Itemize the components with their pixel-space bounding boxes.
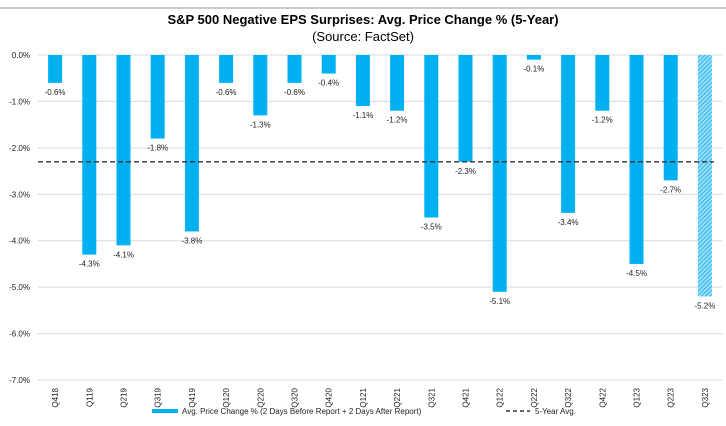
x-tick-label: Q119 [85, 387, 94, 407]
data-label: -0.1% [523, 65, 544, 74]
bar-q222 [526, 55, 541, 60]
x-tick-label: Q323 [701, 387, 710, 407]
x-tick-label: Q418 [51, 387, 60, 407]
data-label: -1.2% [387, 116, 408, 125]
data-label: -1.2% [592, 116, 613, 125]
bar-q219 [116, 55, 131, 246]
x-tick-label: Q222 [530, 387, 539, 407]
bar-q119 [82, 55, 97, 255]
x-tick-label: Q223 [667, 387, 676, 407]
data-label: -1.1% [352, 111, 373, 120]
chart-title: S&P 500 Negative EPS Surprises: Avg. Pri… [167, 12, 558, 27]
y-tick-label: -5.0% [9, 283, 30, 292]
bar-q322 [561, 55, 576, 213]
bar-q419 [184, 55, 199, 232]
legend: Avg. Price Change % (2 Days Before Repor… [152, 407, 576, 416]
bar-q319 [150, 55, 165, 139]
chart-subtitle: (Source: FactSet) [312, 29, 414, 44]
data-label: -0.6% [284, 88, 305, 97]
bar-q320 [287, 55, 302, 83]
x-tick-label: Q121 [359, 387, 368, 407]
bar-q321 [424, 55, 439, 218]
bar-q220 [253, 55, 268, 116]
x-tick-label: Q220 [256, 387, 265, 407]
bar-q421 [458, 55, 473, 162]
data-label: -3.8% [181, 236, 202, 245]
bar-q122 [492, 55, 507, 292]
y-tick-label: 0.0% [12, 51, 30, 60]
x-tick-label: Q420 [325, 387, 334, 407]
x-tick-label: Q219 [120, 387, 129, 407]
y-tick-label: -1.0% [9, 97, 30, 106]
y-tick-label: -4.0% [9, 237, 30, 246]
data-label: -2.3% [455, 167, 476, 176]
x-tick-label: Q319 [154, 387, 163, 407]
bar-q223 [663, 55, 678, 181]
bar-q422 [595, 55, 610, 111]
legend-label-bars: Avg. Price Change % (2 Days Before Repor… [182, 407, 422, 416]
data-label: -0.6% [216, 88, 237, 97]
data-label: -0.6% [45, 88, 66, 97]
legend-label-avg: 5-Year Avg. [535, 407, 576, 416]
data-label: -4.3% [79, 260, 100, 269]
data-label: -5.2% [694, 301, 715, 310]
y-tick-label: -2.0% [9, 144, 30, 153]
x-tick-label: Q419 [188, 387, 197, 407]
x-tick-label: Q321 [427, 387, 436, 407]
x-tick-label: Q320 [291, 387, 300, 407]
data-label: -3.4% [558, 218, 579, 227]
legend-swatch-bars [152, 409, 178, 413]
x-tick-label: Q120 [222, 387, 231, 407]
x-tick-label: Q122 [496, 387, 505, 407]
bar-q323 [697, 55, 712, 297]
data-label: -2.7% [660, 185, 681, 194]
y-tick-label: -3.0% [9, 190, 30, 199]
data-label: -1.3% [250, 120, 271, 129]
data-label: -5.1% [489, 297, 510, 306]
y-tick-label: -6.0% [9, 330, 30, 339]
bar-q420 [321, 55, 336, 74]
x-tick-label: Q123 [633, 387, 642, 407]
bar-q121 [355, 55, 370, 107]
x-tick-label: Q322 [564, 387, 573, 407]
bar-q418 [48, 55, 63, 83]
data-label: -3.5% [421, 223, 442, 232]
data-label: -1.8% [147, 144, 168, 153]
data-label: -0.4% [318, 79, 339, 88]
bar-q123 [629, 55, 644, 264]
x-tick-label: Q421 [462, 387, 471, 407]
x-tick-label: Q221 [393, 387, 402, 407]
bar-q221 [390, 55, 405, 111]
bar-q120 [219, 55, 234, 83]
data-label: -4.1% [113, 250, 134, 259]
x-tick-label: Q422 [598, 387, 607, 407]
y-tick-label: -7.0% [9, 376, 30, 385]
data-label: -4.5% [626, 269, 647, 278]
